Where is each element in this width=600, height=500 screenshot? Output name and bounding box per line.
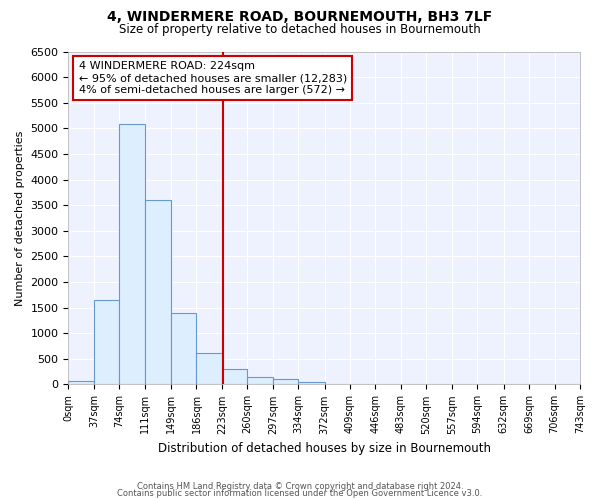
Bar [145, 200, 171, 384]
Bar [68, 380, 94, 384]
Bar [222, 369, 247, 384]
Bar [196, 352, 222, 384]
Bar [119, 124, 145, 384]
Bar [273, 380, 298, 384]
Text: 4 WINDERMERE ROAD: 224sqm
← 95% of detached houses are smaller (12,283)
4% of se: 4 WINDERMERE ROAD: 224sqm ← 95% of detac… [79, 62, 347, 94]
Text: Size of property relative to detached houses in Bournemouth: Size of property relative to detached ho… [119, 22, 481, 36]
Bar [247, 377, 273, 384]
Text: Contains HM Land Registry data © Crown copyright and database right 2024.: Contains HM Land Registry data © Crown c… [137, 482, 463, 491]
Text: Contains public sector information licensed under the Open Government Licence v3: Contains public sector information licen… [118, 488, 482, 498]
X-axis label: Distribution of detached houses by size in Bournemouth: Distribution of detached houses by size … [158, 442, 491, 455]
Bar [94, 300, 119, 384]
Bar [171, 312, 196, 384]
Text: 4, WINDERMERE ROAD, BOURNEMOUTH, BH3 7LF: 4, WINDERMERE ROAD, BOURNEMOUTH, BH3 7LF [107, 10, 493, 24]
Y-axis label: Number of detached properties: Number of detached properties [15, 130, 25, 306]
Bar [298, 382, 325, 384]
